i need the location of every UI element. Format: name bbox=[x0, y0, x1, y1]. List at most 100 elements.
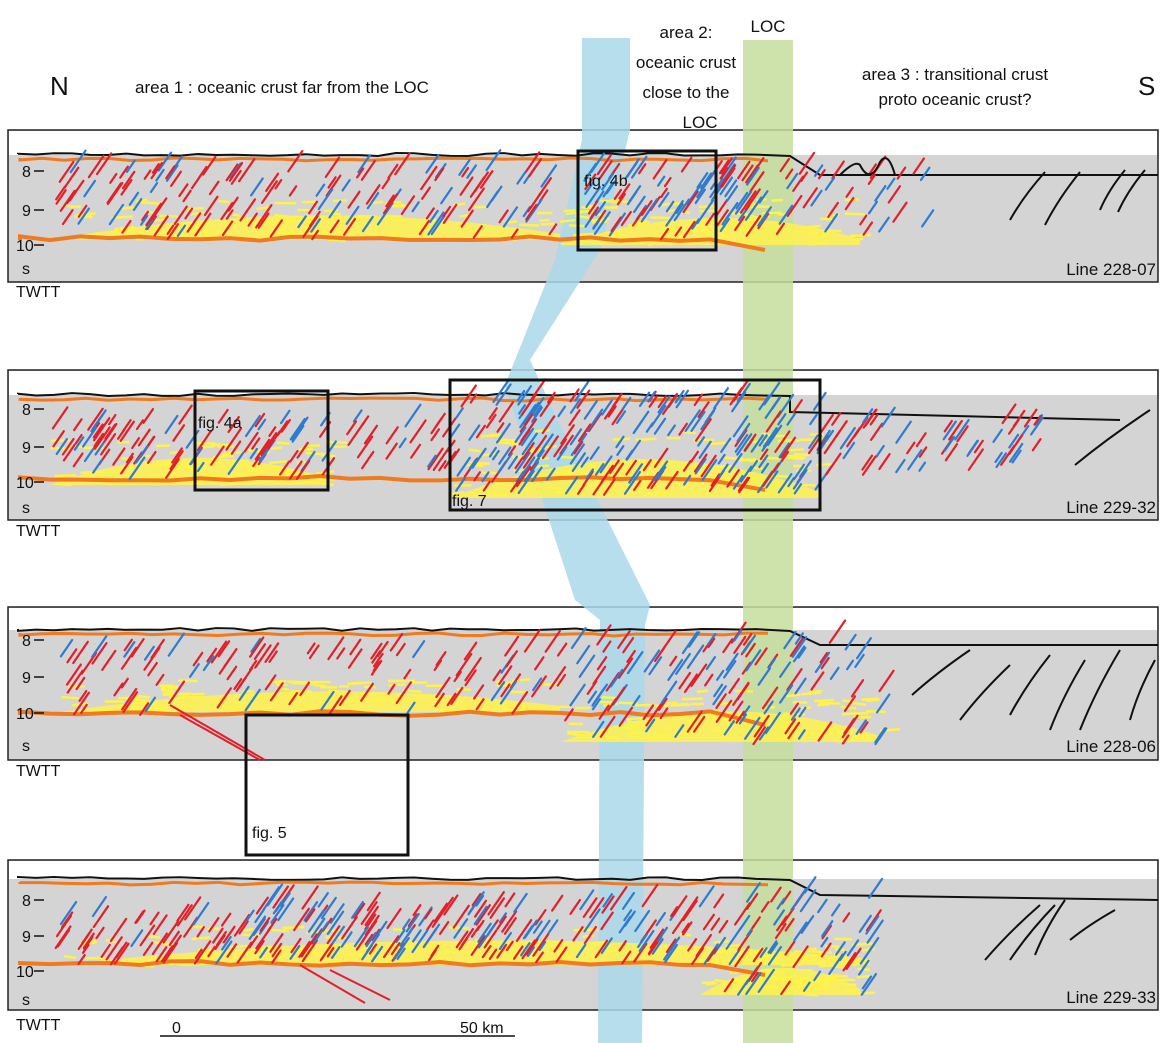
red-reflector bbox=[489, 897, 506, 919]
blue-reflector bbox=[667, 424, 676, 437]
blue-reflector bbox=[713, 936, 727, 955]
red-reflector bbox=[657, 395, 668, 409]
orange-basement-top bbox=[18, 631, 769, 638]
red-reflector bbox=[430, 412, 446, 435]
yellow-reflector bbox=[151, 217, 167, 223]
red-reflector bbox=[81, 943, 90, 954]
blue-reflector bbox=[773, 909, 786, 926]
red-reflector bbox=[260, 180, 278, 204]
red-reflector bbox=[512, 945, 524, 960]
blue-reflector bbox=[746, 882, 761, 903]
scale-bar-start: 0 bbox=[172, 1020, 181, 1037]
blue-reflector bbox=[270, 904, 285, 924]
blue-reflector bbox=[125, 159, 136, 173]
red-reflector bbox=[442, 203, 458, 224]
red-reflector bbox=[784, 940, 796, 956]
red-reflector bbox=[225, 427, 243, 451]
red-reflector bbox=[739, 190, 757, 214]
blue-reflector bbox=[621, 891, 636, 910]
red-reflector bbox=[596, 656, 608, 671]
blue-reflector bbox=[176, 224, 187, 237]
red-reflector bbox=[648, 395, 658, 408]
blue-reflector bbox=[757, 968, 775, 993]
red-reflector bbox=[403, 668, 412, 680]
red-reflector bbox=[455, 930, 469, 949]
red-reflector bbox=[609, 885, 628, 911]
red-reflector bbox=[302, 215, 319, 238]
red-reflector bbox=[63, 166, 80, 190]
red-reflector bbox=[390, 942, 401, 956]
yellow-reflector bbox=[227, 463, 248, 468]
axis-name: TWTT bbox=[16, 523, 61, 540]
blue-reflector bbox=[330, 946, 341, 959]
red-reflector bbox=[427, 447, 444, 471]
red-reflector bbox=[87, 154, 105, 179]
yellow-reflector bbox=[627, 222, 646, 227]
red-reflector bbox=[382, 193, 399, 215]
red-reflector bbox=[152, 914, 168, 936]
yellow-reflector bbox=[61, 695, 79, 700]
red-reflector bbox=[463, 641, 478, 661]
yellow-reflector bbox=[382, 214, 402, 219]
red-reflector bbox=[716, 209, 729, 227]
blue-reflector bbox=[616, 445, 625, 456]
blue-reflector bbox=[523, 456, 536, 474]
red-reflector bbox=[728, 677, 740, 694]
blue-reflector bbox=[405, 912, 420, 933]
red-reflector bbox=[366, 891, 381, 912]
yellow-reflector bbox=[849, 233, 872, 238]
blue-reflector bbox=[778, 442, 790, 459]
red-reflector bbox=[598, 160, 613, 181]
blue-reflector bbox=[767, 940, 778, 954]
red-reflector bbox=[599, 715, 616, 738]
yellow-reflector bbox=[635, 437, 657, 442]
yellow-reflector bbox=[632, 241, 646, 245]
red-reflector bbox=[602, 478, 616, 496]
red-reflector bbox=[225, 209, 234, 220]
blue-reflector bbox=[777, 473, 793, 494]
red-reflector bbox=[834, 420, 848, 438]
red-reflector bbox=[121, 219, 132, 234]
blue-reflector bbox=[759, 947, 768, 959]
red-reflector bbox=[906, 441, 916, 455]
yellow-reflector bbox=[659, 735, 680, 741]
red-reflector bbox=[364, 933, 374, 946]
red-reflector bbox=[464, 656, 482, 682]
blue-reflector bbox=[814, 651, 831, 673]
red-reflector bbox=[120, 456, 134, 475]
red-reflector bbox=[700, 454, 717, 478]
fault-line bbox=[1049, 659, 1086, 731]
blue-reflector bbox=[862, 408, 874, 424]
blue-reflector bbox=[259, 946, 268, 959]
blue-reflector bbox=[793, 463, 806, 481]
blue-reflector bbox=[626, 161, 638, 178]
blue-reflector bbox=[802, 981, 811, 992]
red-reflector bbox=[511, 691, 529, 715]
blue-reflector bbox=[758, 726, 770, 741]
red-reflector bbox=[770, 886, 782, 903]
blue-reflector bbox=[798, 706, 807, 718]
red-reflector bbox=[745, 642, 756, 658]
blue-reflector bbox=[645, 718, 656, 733]
blue-reflector bbox=[266, 883, 284, 907]
blue-reflector bbox=[569, 398, 582, 414]
red-reflector bbox=[785, 168, 794, 180]
blue-reflector bbox=[609, 668, 624, 688]
blue-reflector bbox=[569, 443, 585, 465]
blue-reflector bbox=[723, 660, 737, 679]
blue-reflector bbox=[874, 727, 886, 744]
blue-reflector bbox=[357, 154, 372, 174]
blue-reflector bbox=[656, 466, 667, 480]
axis-name: TWTT bbox=[16, 284, 61, 301]
blue-reflector bbox=[523, 461, 540, 483]
water-column bbox=[9, 608, 1157, 630]
blue-reflector bbox=[750, 434, 764, 453]
blue-reflector bbox=[1008, 433, 1020, 449]
red-reflector bbox=[435, 676, 451, 699]
yellow-reflector bbox=[348, 699, 359, 703]
blue-reflector bbox=[626, 651, 644, 675]
red-reflector bbox=[112, 447, 126, 466]
blue-reflector bbox=[108, 203, 125, 226]
red-reflector bbox=[789, 702, 799, 715]
red-reflector bbox=[845, 186, 854, 198]
